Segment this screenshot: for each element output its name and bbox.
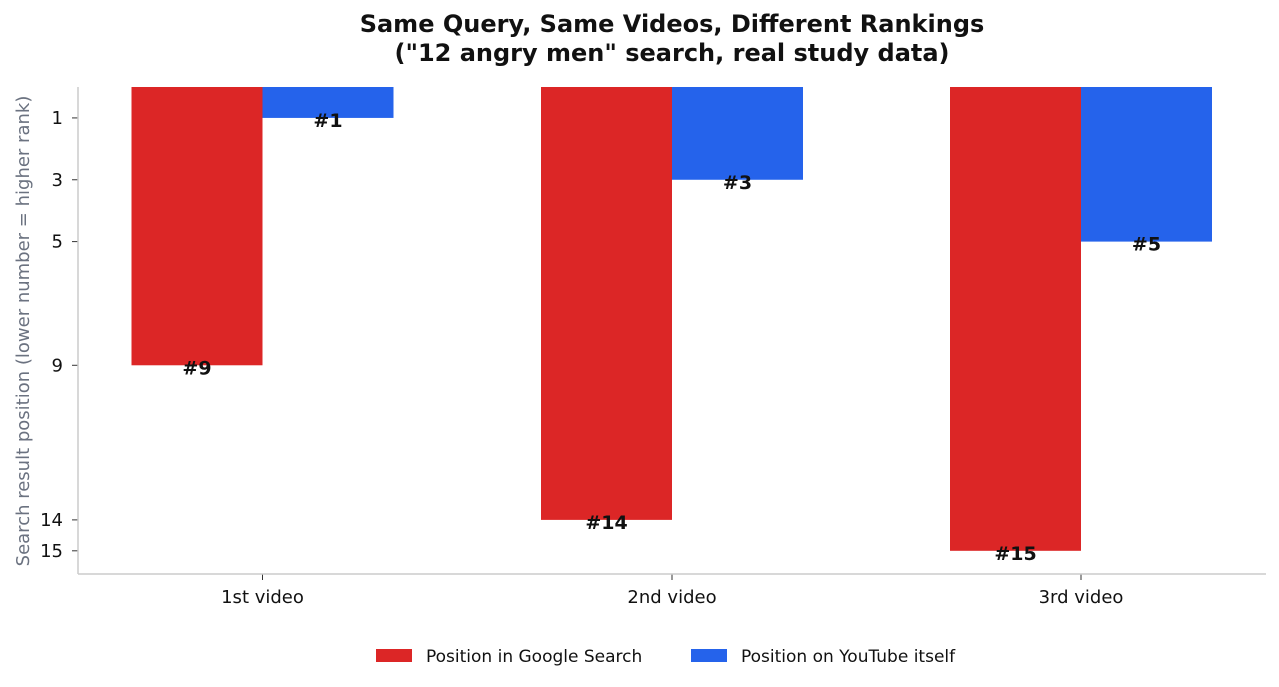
- bar-label-youtube-1: #1: [313, 110, 342, 132]
- bar-youtube-2: [672, 87, 803, 180]
- x-tick-label-2: 2nd video: [627, 587, 716, 608]
- y-axis-label: Search result position (lower number = h…: [13, 96, 34, 567]
- chart-title-line-1: Same Query, Same Videos, Different Ranki…: [360, 10, 985, 38]
- y-tick-label-14: 14: [40, 510, 63, 531]
- x-tick-label-1: 1st video: [221, 587, 304, 608]
- legend-label-google: Position in Google Search: [426, 647, 642, 667]
- legend-label-youtube: Position on YouTube itself: [741, 647, 956, 667]
- bar-label-google-1: #9: [182, 357, 211, 379]
- bar-google-3: [950, 87, 1081, 551]
- bar-label-youtube-2: #3: [723, 172, 752, 194]
- bar-google-1: [131, 87, 263, 366]
- bar-label-youtube-3: #5: [1132, 234, 1161, 256]
- y-tick-label-3: 3: [52, 170, 63, 191]
- chart-title-line-2: ("12 angry men" search, real study data): [394, 39, 949, 67]
- bars-group: [131, 87, 1212, 551]
- legend: Position in Google Search Position on You…: [376, 647, 956, 667]
- x-tick-label-3: 3rd video: [1039, 587, 1124, 608]
- x-ticks-group: 1st video 2nd video 3rd video: [221, 574, 1123, 608]
- bar-youtube-3: [1081, 87, 1212, 242]
- bar-label-google-2: #14: [585, 512, 627, 534]
- y-tick-label-5: 5: [52, 232, 63, 253]
- legend-swatch-youtube: [691, 649, 727, 662]
- y-tick-label-9: 9: [52, 355, 63, 376]
- y-ticks-group: 1 3 5 9 14 15: [40, 108, 78, 562]
- bar-labels-group: #9 #14 #15 #1 #3 #5: [182, 110, 1161, 565]
- y-tick-label-1: 1: [52, 108, 63, 129]
- bar-youtube-1: [262, 87, 394, 118]
- legend-swatch-google: [376, 649, 412, 662]
- bar-label-google-3: #15: [994, 543, 1036, 565]
- bar-google-2: [541, 87, 672, 520]
- y-tick-label-15: 15: [40, 541, 63, 562]
